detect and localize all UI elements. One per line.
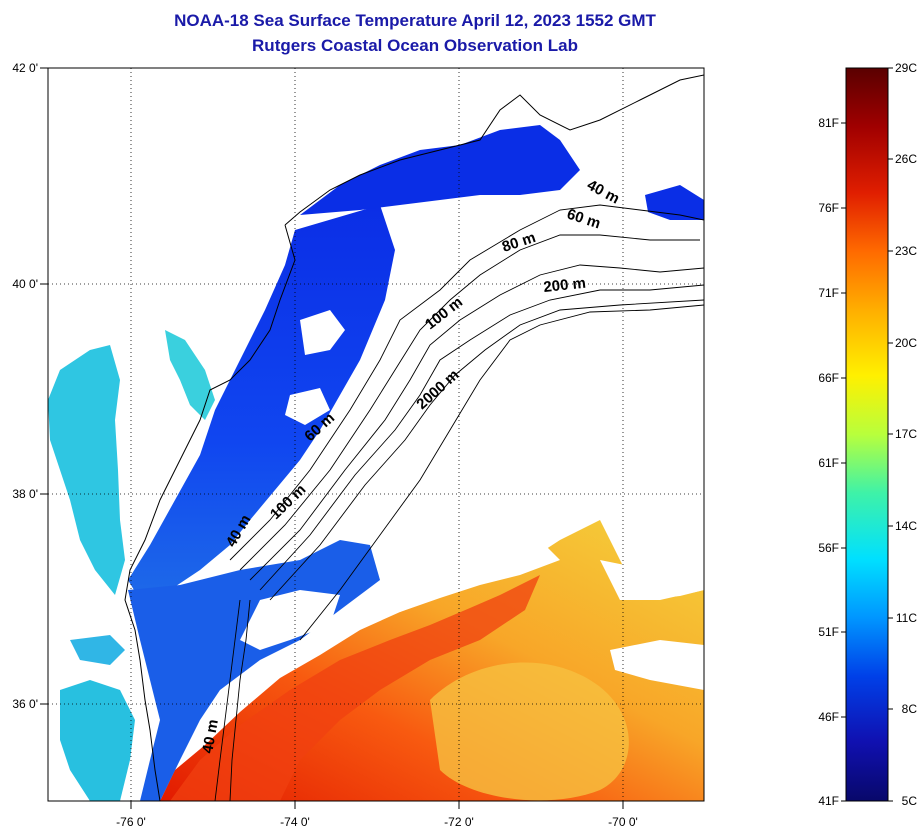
shelf-white-gap [285,388,330,425]
depth-label-40m-hatteras: 40 m [199,718,222,755]
colorbar-c-label: 14C [895,519,917,533]
shelf-white-gap [300,310,345,355]
colorbar-c-label: 23C [895,244,917,258]
lat-label-40: 40 0' [12,277,38,291]
gulf-stream-core [170,575,540,801]
contour-2000m [299,304,704,641]
lat-label-38: 38 0' [12,487,38,501]
map-subtitle: Rutgers Coastal Ocean Observation Lab [252,36,578,55]
cloud-gap [600,560,704,600]
colorbar-c-label: 26C [895,152,917,166]
colorbar-c-label: 20C [895,336,917,350]
colorbar-f-label: 61F [818,456,839,470]
contour-200m [269,299,704,601]
lon-label-74: -74 0' [280,815,310,829]
graticule [48,68,704,801]
gulf-yellow-eddy [430,662,629,801]
contour-100m [259,284,704,591]
pamlico-sound-water [60,680,135,801]
colorbar-c-label: 17C [895,427,917,441]
chesapeake-bay-water [48,345,125,595]
lon-label-72: -72 0' [444,815,474,829]
contour-80m [249,264,704,581]
colorbar-c-label: 29C [895,61,917,75]
lon-label-70: -70 0' [608,815,638,829]
shelf-cold-water [128,205,395,600]
albemarle-sound-water [70,635,125,665]
colorbar-f-label: 66F [818,371,839,385]
colorbar-c-label: 5C [902,794,918,808]
northern-cold-water [300,125,580,215]
map-title: NOAA-18 Sea Surface Temperature April 12… [174,11,656,30]
colorbar-c-label: 11C [896,611,917,625]
lat-label-36: 36 0' [12,697,38,711]
map-frame [47,67,705,802]
lat-label-42: 42 0' [12,61,38,75]
colorbar-f-label: 56F [818,541,839,555]
bathymetry-contours [214,204,704,801]
delaware-bay-water [165,330,215,420]
colorbar-f-label: 41F [818,794,839,808]
colorbar-f-label: 76F [818,201,839,215]
colorbar-ticks [841,67,893,802]
colorbar-f-label: 46F [818,710,839,724]
map-area: 40 m 60 m 80 m 200 m 100 m 2000 m 60 m 1… [48,68,704,801]
colorbar-f-label: 81F [818,116,839,130]
lon-label-76: -76 0' [116,815,146,829]
contour-south-shelf [214,599,241,801]
contour-60m [239,234,700,571]
colorbar [845,67,889,802]
contour-south-shelf [229,599,251,801]
coastline [124,74,704,801]
colorbar-f-label: 71F [818,286,839,300]
contour-40m [229,204,704,561]
northeast-cold-water [645,185,704,220]
shelf-white-gap [240,590,340,650]
cloud-gap [370,540,560,612]
map-ticks [40,67,624,809]
cloud-gap [610,640,704,690]
colorbar-f-label: 51F [818,625,839,639]
colorbar-c-label: 8C [902,702,918,716]
depth-label-200m: 200 m [543,275,587,296]
